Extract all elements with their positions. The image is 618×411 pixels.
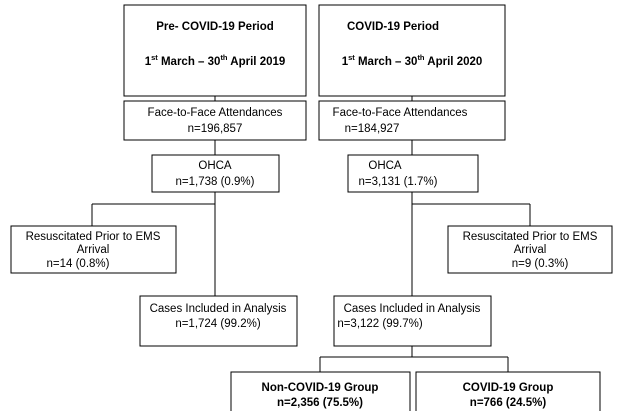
box-count: n=196,857 [188,123,243,135]
attendances-box [123,100,307,141]
period-date: 1st March – 30th April 2019 [145,53,286,68]
connectors [91,96,531,372]
box-count: n=1,738 (0.9%) [176,176,255,188]
date-sup: th [220,53,227,62]
resuscitated-box [447,225,613,274]
date-part: April 2020 [425,56,483,68]
box-count: n=14 (0.8%) [47,258,110,270]
attendances-box [318,100,506,141]
group-box [230,371,411,411]
box-count: n=9 (0.3%) [512,258,569,270]
group-box [415,371,601,411]
included-box [139,295,298,347]
box-label: Resuscitated Prior to EMS [463,231,598,243]
box-count: n=3,131 (1.7%) [359,176,438,188]
box-label: OHCA [198,160,232,172]
period-title: COVID-19 Period [347,21,439,33]
box-label: OHCA [368,160,402,172]
period-date: 1st March – 30th April 2020 [342,53,483,68]
box-label: Cases Included in Analysis [344,303,481,315]
date-sup: th [417,53,424,62]
group-count: n=2,356 (75.5%) [277,397,363,409]
group-label: Non-COVID-19 Group [262,382,379,394]
box-count: n=3,122 (99.7%) [337,318,423,330]
date-part: March – 30 [158,56,221,68]
box-label: Face-to-Face Attendances [148,107,283,119]
box-label: Arrival [514,244,547,256]
date-part: 1 [145,56,152,68]
period-box [123,4,307,97]
date-part: April 2019 [228,56,286,68]
ohca-box [151,154,280,193]
group-count: n=766 (24.5%) [470,397,547,409]
date-part: March – 30 [355,56,418,68]
box-count: n=1,724 (99.2%) [175,318,261,330]
ohca-box [347,154,479,193]
date-sup: st [348,53,355,62]
group-label: COVID-19 Group [463,382,554,394]
box-count: n=184,927 [345,123,400,135]
period-box [318,4,506,97]
box-label: Arrival [77,244,110,256]
date-part: 1 [342,56,349,68]
box-label: Cases Included in Analysis [150,303,287,315]
included-box [333,295,492,347]
resuscitated-box [10,225,177,274]
period-title: Pre- COVID-19 Period [156,21,274,33]
box-label: Resuscitated Prior to EMS [26,231,161,243]
date-sup: st [151,53,158,62]
box-label: Face-to-Face Attendances [333,107,468,119]
